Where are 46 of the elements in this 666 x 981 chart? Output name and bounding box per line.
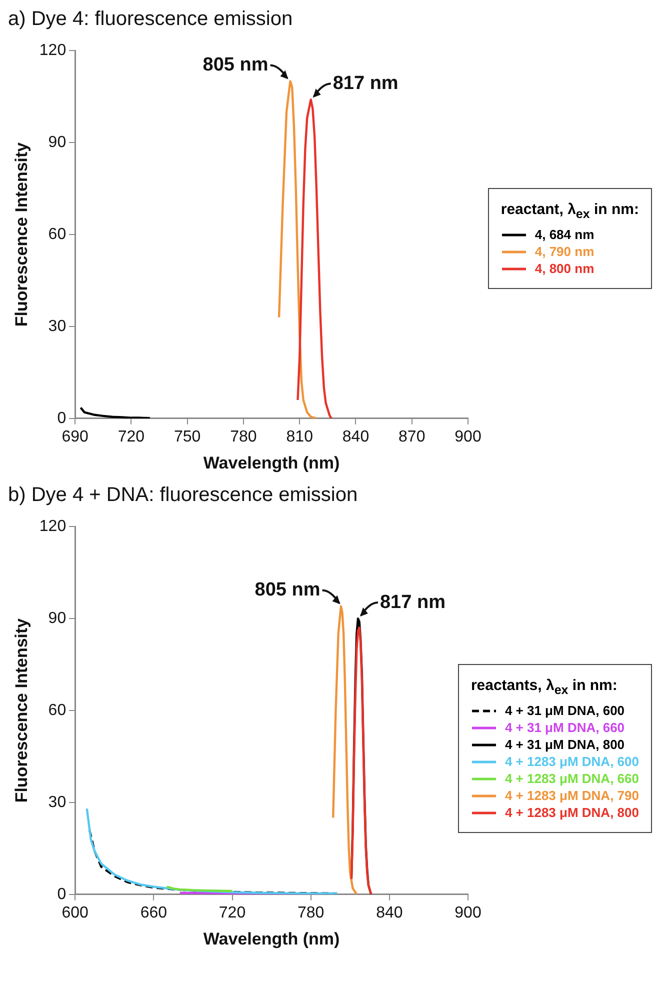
- legend-label: 4 + 31 μM DNA, 660: [504, 720, 625, 735]
- y-tick-label: 30: [48, 318, 66, 335]
- y-axis-title: Fluorescence Intensity: [12, 618, 31, 803]
- legend-label: 4 + 1283 μM DNA, 800: [504, 805, 639, 820]
- x-tick-label: 870: [398, 428, 426, 446]
- x-tick-label: 780: [230, 428, 257, 446]
- x-tick-label: 840: [376, 904, 403, 922]
- legend-title: reactant, λ$_{ex}$ in nm:: [500, 201, 639, 221]
- legend-label: 4 + 31 μM DNA, 800: [504, 737, 625, 752]
- x-tick-label: 810: [286, 428, 314, 446]
- x-tick-label: 780: [297, 904, 324, 922]
- x-axis-title: Wavelength (nm): [203, 453, 340, 472]
- y-tick-label: 30: [48, 794, 66, 811]
- legend-label: 4 + 31 μM DNA, 600: [504, 703, 625, 718]
- legend-label: 4 + 1283 μM DNA, 790: [504, 788, 639, 803]
- legend-label: 4 + 1283 μM DNA, 600: [504, 754, 639, 769]
- y-tick-label: 60: [48, 226, 66, 243]
- x-axis-title: Wavelength (nm): [203, 929, 340, 948]
- legend-title: reactants, λ$_{ex}$ in nm:: [470, 677, 618, 697]
- y-tick-label: 90: [48, 134, 66, 151]
- y-tick-label: 0: [57, 410, 66, 427]
- y-tick-label: 60: [48, 702, 66, 719]
- y-tick-label: 0: [57, 886, 66, 903]
- legend-label: 4, 684 nm: [534, 227, 594, 242]
- legend-label: 4, 800 nm: [534, 261, 594, 276]
- chart-title: b) Dye 4 + DNA: fluorescence emission: [8, 484, 359, 508]
- y-tick-label: 120: [39, 42, 66, 60]
- y-tick-label: 90: [48, 610, 66, 627]
- x-tick-label: 660: [140, 904, 168, 922]
- legend-label: 4 + 1283 μM DNA, 660: [504, 771, 639, 786]
- x-tick-label: 690: [62, 428, 89, 446]
- x-tick-label: 750: [174, 428, 201, 446]
- y-tick-label: 120: [39, 518, 66, 536]
- x-tick-label: 720: [218, 904, 246, 922]
- legend-label: 4, 790 nm: [534, 244, 594, 259]
- annotation: 817 nm: [380, 592, 446, 613]
- x-tick-label: 900: [454, 904, 482, 922]
- annotation: 817 nm: [332, 72, 398, 94]
- x-tick-label: 900: [454, 428, 482, 446]
- chart-title: a) Dye 4: fluorescence emission: [8, 8, 294, 32]
- x-tick-label: 600: [62, 904, 89, 922]
- annotation: 805 nm: [254, 580, 320, 601]
- x-tick-label: 840: [342, 428, 370, 446]
- x-tick-label: 720: [118, 428, 145, 446]
- annotation: 805 nm: [202, 54, 268, 76]
- y-axis-title: Fluorescence Intensity: [12, 142, 31, 327]
